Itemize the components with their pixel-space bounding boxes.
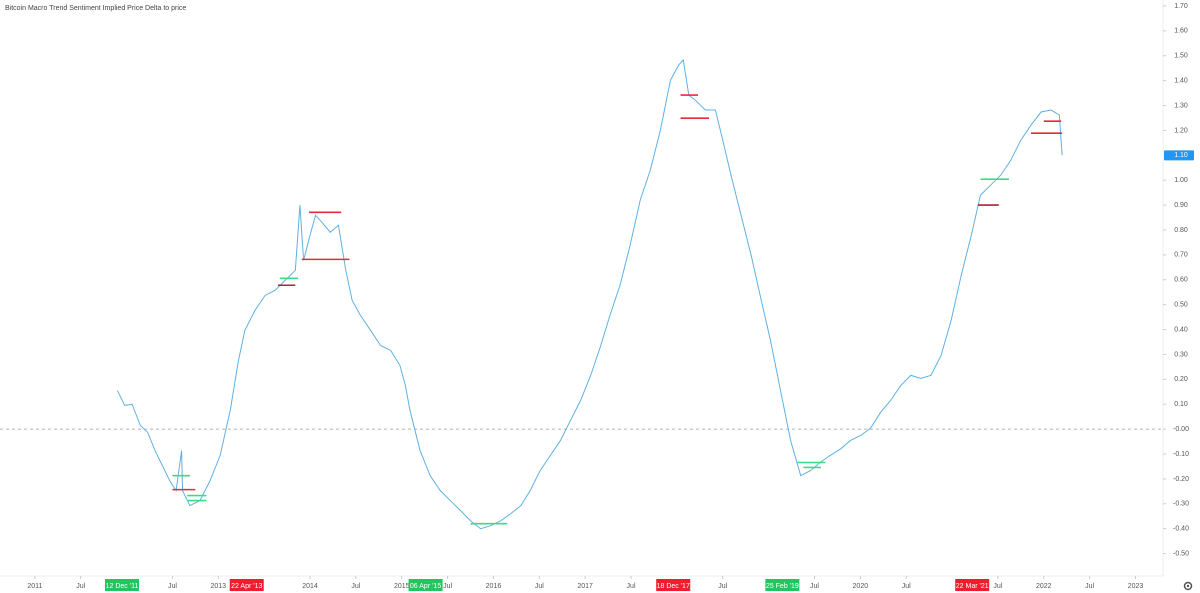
date-label: 22 Mar '21 [956, 583, 989, 590]
y-tick-label: 1.30 [1174, 102, 1188, 109]
y-tick-label: -0.00 [1173, 426, 1189, 433]
x-tick-label: Jul [993, 583, 1002, 590]
settings-gear[interactable] [1183, 581, 1193, 591]
y-tick-label: 1.50 [1174, 53, 1188, 60]
x-tick-label: Jul [76, 583, 85, 590]
x-tick-label: Jul [1085, 583, 1094, 590]
y-tick-label: 0.90 [1174, 202, 1188, 209]
x-tick-label: Jul [168, 583, 177, 590]
x-tick-label: 2011 [27, 583, 42, 590]
date-label-box [229, 579, 264, 591]
date-label-box [656, 579, 691, 591]
x-tick-label: Jul [718, 583, 727, 590]
date-label-box [104, 579, 139, 591]
y-tick-label: 0.40 [1174, 326, 1188, 333]
x-tick-label: Jul [902, 583, 911, 590]
y-tick-label: -0.20 [1173, 476, 1189, 483]
date-label: 22 Apr '13 [231, 583, 262, 590]
y-tick-label: 1.00 [1174, 177, 1188, 184]
last-value-badge [1164, 150, 1194, 161]
x-tick-label: 2014 [302, 583, 318, 590]
y-tick-label: 1.70 [1174, 3, 1188, 10]
date-label: 06 Apr '15 [410, 583, 441, 590]
x-tick-label: 2013 [211, 583, 227, 590]
y-tick-label: 0.50 [1174, 302, 1188, 309]
date-label-box [408, 579, 443, 591]
y-tick-label: 0.10 [1174, 401, 1188, 408]
y-tick-label: -0.50 [1173, 550, 1189, 557]
y-tick-label: 0.60 [1174, 277, 1188, 284]
x-tick-label: Jul [535, 583, 544, 590]
price-line [116, 58, 1063, 530]
y-tick-label: 0.70 [1174, 252, 1188, 259]
x-tick-label: Jul [627, 583, 636, 590]
last-value-label: 1.10 [1174, 152, 1188, 159]
date-label: 25 Feb '19 [766, 583, 799, 590]
y-tick-label: -0.40 [1173, 526, 1189, 533]
date-label-box [765, 579, 800, 591]
y-tick-label: 0.30 [1174, 351, 1188, 358]
settings-icon[interactable] [1183, 581, 1193, 591]
y-tick-label: 1.60 [1174, 28, 1188, 35]
settings-gear-center[interactable] [1186, 584, 1190, 588]
date-label: 18 Dec '17 [657, 583, 690, 590]
date-label-box [955, 579, 990, 591]
x-tick-label: Jul [810, 583, 819, 590]
x-tick-label: Jul [351, 583, 360, 590]
x-tick-label: 2016 [486, 583, 502, 590]
x-tick-label: 2015 [394, 583, 410, 590]
y-tick-label: 1.40 [1174, 77, 1188, 84]
y-tick-label: 1.20 [1174, 127, 1188, 134]
chart-title: Bitcoin Macro Trend Sentiment Implied Pr… [5, 5, 186, 12]
date-label: 12 Dec '11 [106, 583, 139, 590]
x-tick-label: 2020 [853, 583, 869, 590]
x-tick-label: 2017 [577, 583, 593, 590]
y-tick-label: 0.80 [1174, 227, 1188, 234]
x-tick-label: 2022 [1036, 583, 1052, 590]
x-tick-label: Jul [443, 583, 452, 590]
y-tick-label: 0.20 [1174, 376, 1188, 383]
y-tick-label: -0.30 [1173, 501, 1189, 508]
x-tick-label: 2023 [1128, 583, 1144, 590]
y-tick-label: -0.10 [1173, 451, 1189, 458]
